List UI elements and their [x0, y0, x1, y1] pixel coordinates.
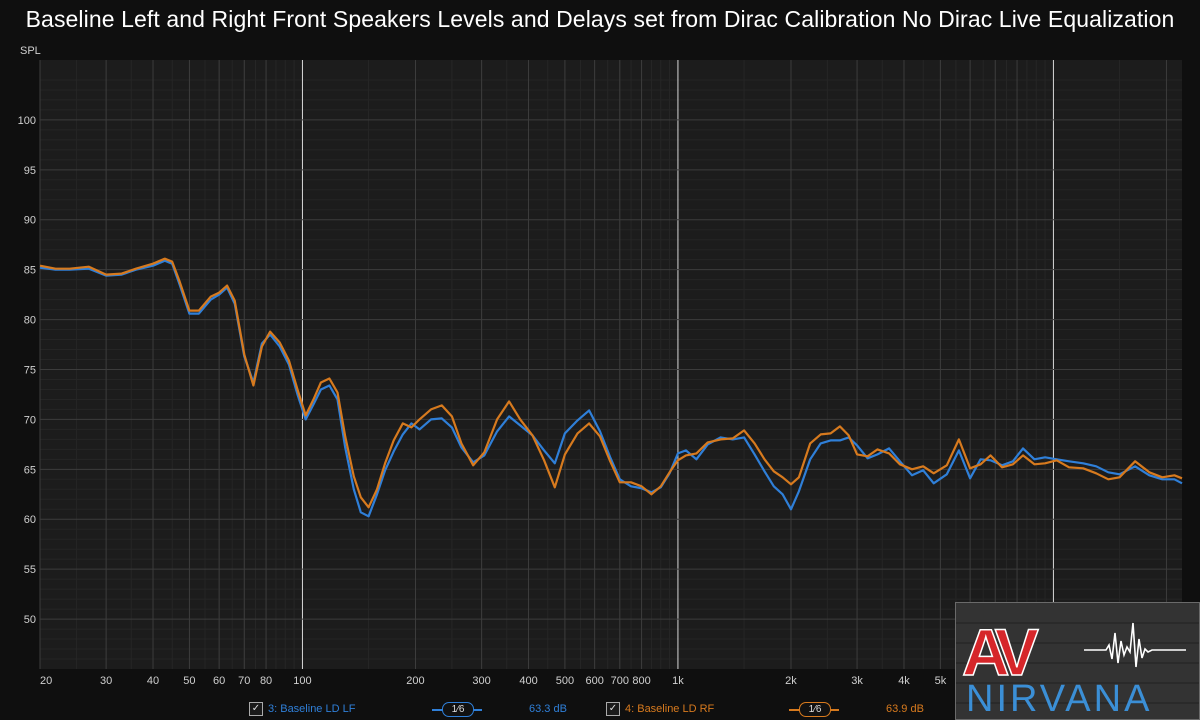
- y-tick-label: 100: [18, 115, 36, 127]
- x-tick-label: 50: [183, 675, 195, 687]
- legend-smoothing-lf[interactable]: 1⁄6: [442, 702, 474, 717]
- legend: ✓ 3: Baseline LD LF 1⁄6 63.3 dB ✓ 4: Bas…: [0, 700, 1200, 720]
- series-group: [39, 257, 1183, 518]
- plot-area: [40, 60, 1182, 669]
- x-tick-label: 400: [519, 675, 537, 687]
- legend-label-rf[interactable]: 4: Baseline LD RF: [625, 703, 715, 715]
- x-tick-label: 800: [632, 675, 650, 687]
- x-tick-label: 2k: [785, 675, 797, 687]
- x-tick-label: 200: [406, 675, 424, 687]
- y-axis-label: SPL: [20, 45, 41, 57]
- grid: [39, 60, 1182, 669]
- legend-value-lf: 63.3 dB: [529, 703, 567, 715]
- x-tick-label: 5k: [935, 675, 947, 687]
- chart-title: Baseline Left and Right Front Speakers L…: [25, 6, 1175, 32]
- y-axis-ticks: 50 55 60 65 70 75 80 85 90 95 100: [18, 115, 36, 626]
- y-tick-label: 70: [24, 414, 36, 426]
- x-tick-label: 300: [472, 675, 490, 687]
- av-nirvana-logo: AV NIRVANA: [955, 602, 1200, 720]
- x-tick-label: 100: [293, 675, 311, 687]
- legend-value-rf: 63.9 dB: [886, 703, 924, 715]
- legend-checkbox-rf[interactable]: ✓: [606, 702, 620, 716]
- y-tick-label: 65: [24, 464, 36, 476]
- legend-checkbox-lf[interactable]: ✓: [249, 702, 263, 716]
- y-tick-label: 55: [24, 564, 36, 576]
- x-tick-label: 80: [260, 675, 272, 687]
- y-tick-label: 95: [24, 165, 36, 177]
- x-tick-label: 500: [556, 675, 574, 687]
- series-line-baseline-ld-rf: [39, 257, 1183, 509]
- x-tick-label: 20: [40, 675, 52, 687]
- x-tick-label: 70: [238, 675, 250, 687]
- y-tick-label: 80: [24, 315, 36, 327]
- x-tick-label: 4k: [898, 675, 910, 687]
- x-tick-label: 40: [147, 675, 159, 687]
- x-tick-label: 3k: [851, 675, 863, 687]
- y-tick-label: 75: [24, 364, 36, 376]
- y-tick-label: 90: [24, 215, 36, 227]
- x-tick-label: 600: [585, 675, 603, 687]
- x-tick-label: 30: [100, 675, 112, 687]
- legend-smoothing-rf[interactable]: 1⁄6: [799, 702, 831, 717]
- x-tick-label: 1k: [672, 675, 684, 687]
- legend-label-lf[interactable]: 3: Baseline LD LF: [268, 703, 356, 715]
- x-tick-label: 700: [611, 675, 629, 687]
- y-tick-label: 60: [24, 514, 36, 526]
- waveform-icon: [1084, 622, 1186, 668]
- logo-text: NIRVANA: [966, 678, 1152, 719]
- x-tick-label: 60: [213, 675, 225, 687]
- y-tick-label: 50: [24, 614, 36, 626]
- y-tick-label: 85: [24, 265, 36, 277]
